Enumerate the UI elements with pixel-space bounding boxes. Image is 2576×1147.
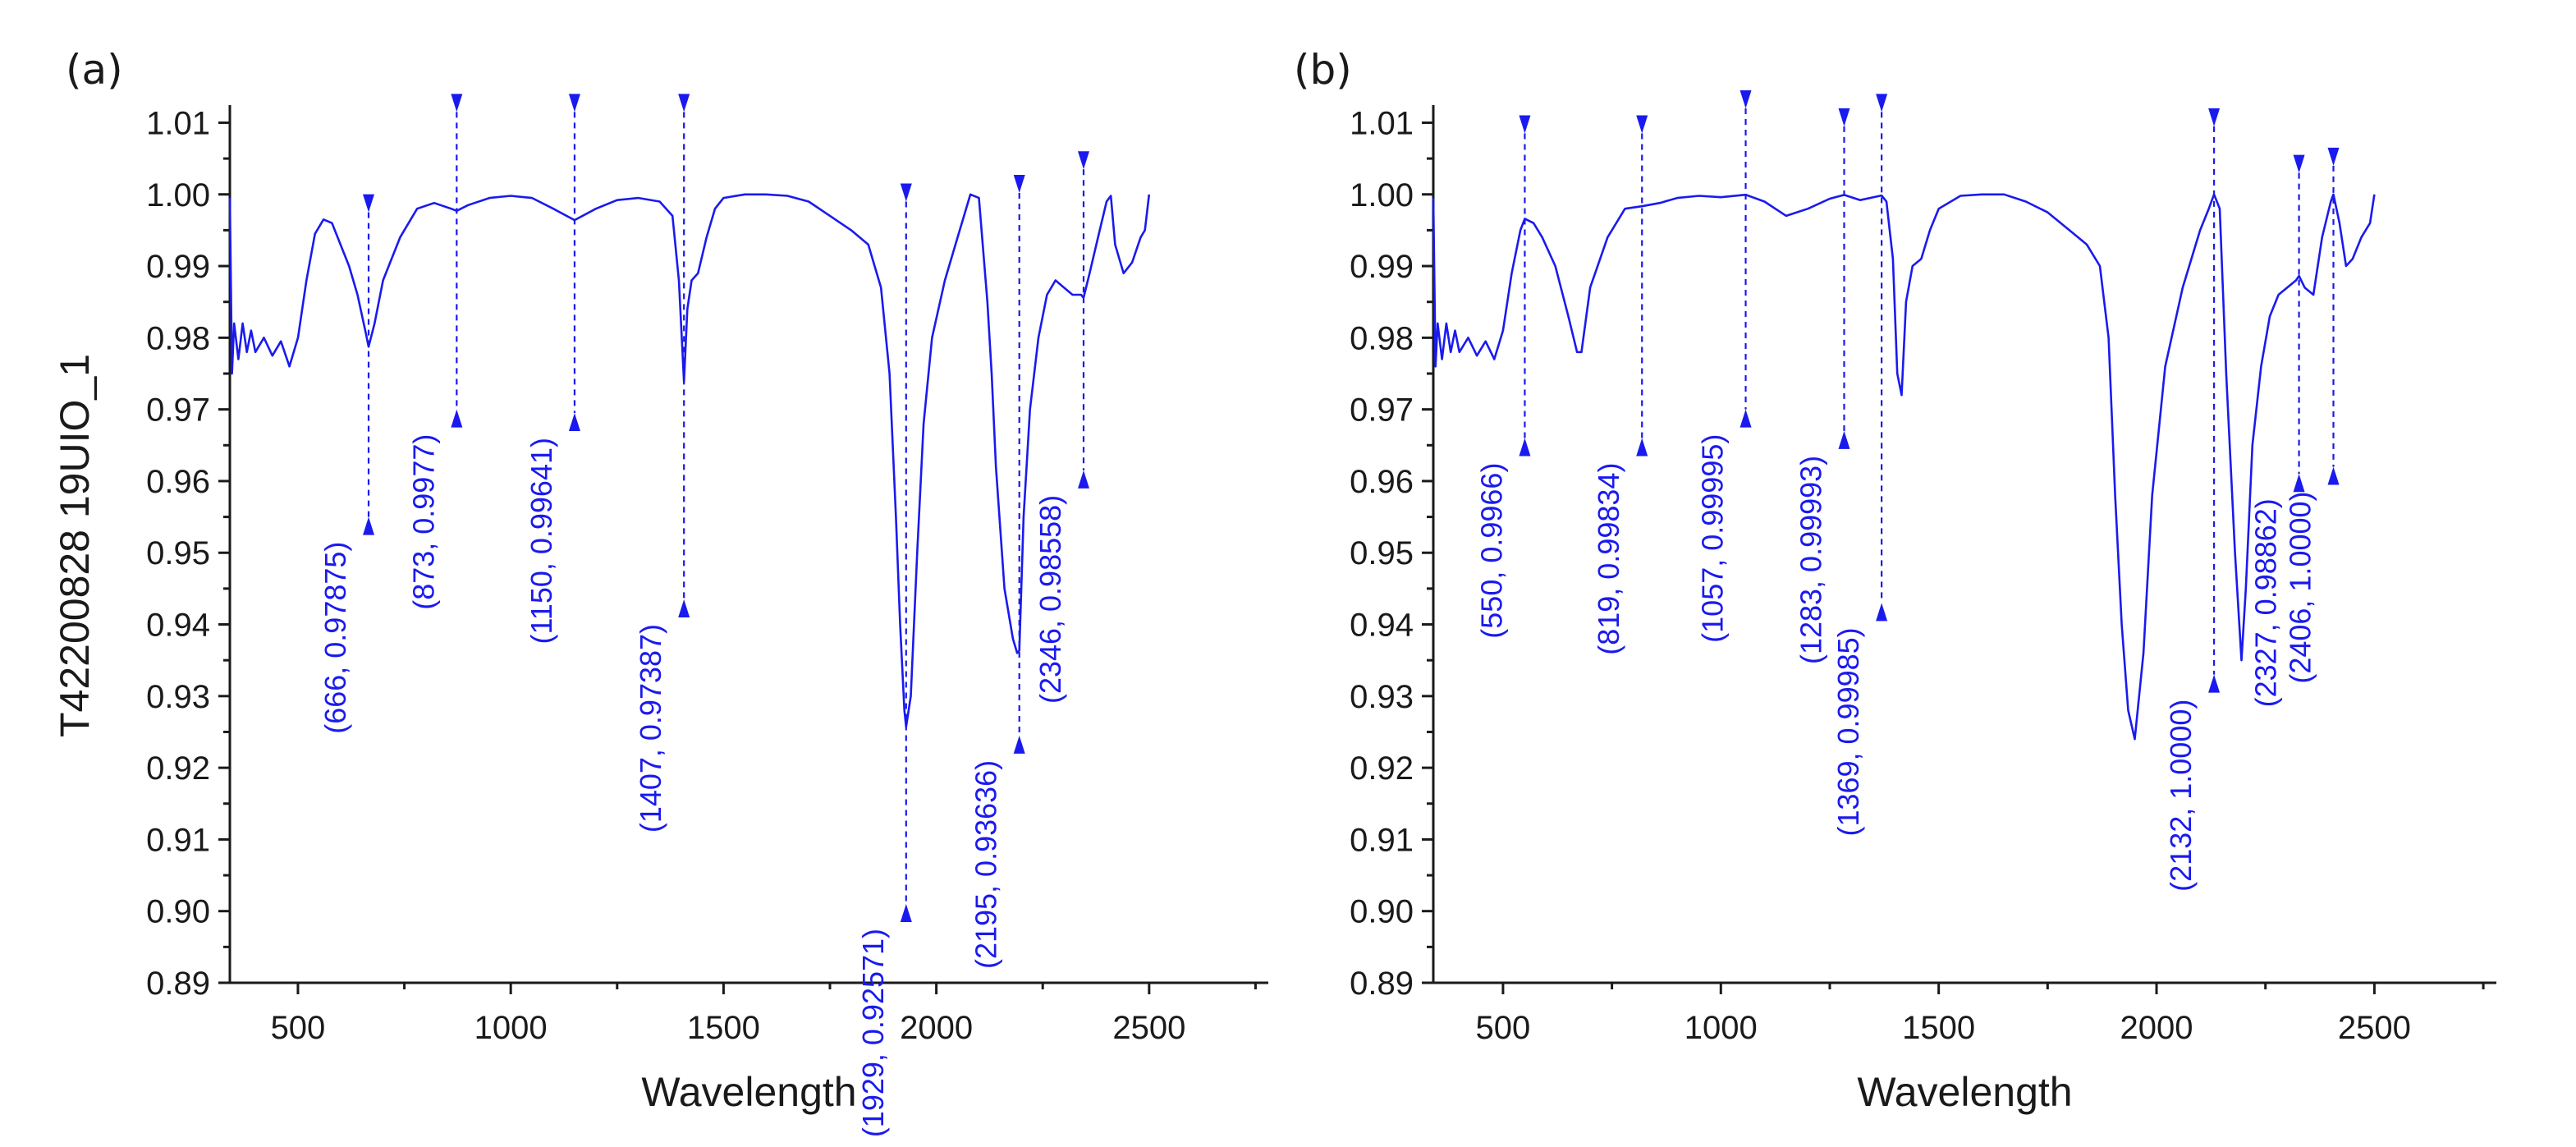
series-line-spectrum [228, 193, 1151, 728]
y-tick-label: 0.92 [146, 750, 210, 787]
annotation-marker-down [568, 94, 580, 112]
panel-a: (a) 0.89 0.90 0.91 0.92 0.93 0.94 0.95 0.96 0.97 0… [52, 46, 1268, 1137]
annotation-marker-up [2293, 474, 2305, 493]
panel-label: (a) [66, 46, 123, 94]
series-line-spectrum [1432, 193, 2376, 741]
annotation-label: (2346, 0.98558) [1034, 495, 1067, 704]
panel-label: (b) [1294, 46, 1352, 94]
y-tick-label: 0.96 [146, 464, 210, 500]
annotation-marker-up [1013, 735, 1025, 754]
y-tick-label: 0.90 [1350, 894, 1414, 930]
y-tick-label: 0.99 [1350, 249, 1414, 285]
y-tick-label: 1.01 [1350, 105, 1414, 141]
y-tick-label: 1.00 [1350, 177, 1414, 213]
x-tick-label: 1000 [1684, 1010, 1758, 1046]
y-tick-label: 0.98 [1350, 320, 1414, 356]
y-tick-label: 0.97 [146, 392, 210, 429]
annotation-label: (1929, 0.92571) [856, 929, 890, 1137]
annotation-label: (819, 0.99834) [1592, 463, 1625, 655]
annotation-marker-down [1077, 151, 1089, 170]
annotation-marker-up [451, 409, 463, 428]
x-tick-label: 500 [271, 1010, 326, 1046]
x-tick-label: 1000 [474, 1010, 548, 1046]
annotation-label: (2406, 1.0000) [2284, 491, 2317, 683]
y-tick-label: 0.95 [146, 535, 210, 571]
annotation-marker-down [1519, 115, 1531, 134]
annotation-label: (1283, 0.99993) [1794, 456, 1827, 664]
x-tick-label: 1500 [1902, 1010, 1975, 1046]
annotation-marker-down [1013, 175, 1025, 194]
annotation-marker-down [2327, 147, 2340, 166]
y-tick-label: 0.95 [1350, 535, 1414, 571]
annotation-marker-down [363, 194, 375, 213]
annotation-label: (2132, 1.0000) [2164, 700, 2198, 892]
y-tick-label: 0.91 [146, 822, 210, 858]
annotation-marker-up [1636, 438, 1648, 457]
annotation-marker-down [1876, 94, 1888, 112]
annotation-label: (1150, 0.99641) [525, 438, 558, 645]
y-tick-label: 0.93 [1350, 679, 1414, 715]
x-tick-label: 2000 [900, 1010, 973, 1046]
annotation-marker-up [1077, 470, 1089, 489]
y-tick-label: 0.89 [1350, 966, 1414, 1002]
x-axis-title: Wavelength [641, 1069, 856, 1115]
annotation-label: (1369, 0.99985) [1831, 627, 1865, 836]
annotation-marker-up [1519, 438, 1531, 457]
annotation-marker-down [1636, 115, 1648, 134]
annotation-marker-up [678, 599, 690, 617]
x-tick-label: 500 [1476, 1010, 1531, 1046]
y-tick-label: 0.99 [146, 249, 210, 285]
y-tick-label: 0.94 [1350, 608, 1414, 644]
y-tick-label: 1.01 [146, 105, 210, 141]
annotation-label: (1407, 0.97387) [634, 624, 667, 833]
y-tick-label: 0.98 [146, 320, 210, 356]
y-tick-label: 0.97 [1350, 392, 1414, 429]
annotation-marker-up [1876, 603, 1888, 622]
x-tick-label: 2000 [2120, 1010, 2193, 1046]
annotation-marker-down [451, 94, 463, 112]
x-axis-title: Wavelength [1857, 1069, 2072, 1115]
annotation-label: (2195, 0.93636) [969, 760, 1003, 969]
annotation-marker-up [2208, 674, 2221, 693]
y-tick-label: 0.91 [1350, 822, 1414, 858]
annotation-label: (1057, 0.99995) [1696, 434, 1730, 643]
annotation-label: (666, 0.97875) [319, 542, 352, 734]
annotation-marker-down [900, 183, 912, 202]
x-tick-label: 2500 [2338, 1010, 2411, 1046]
annotation-marker-up [1739, 409, 1752, 428]
annotation-label: (2327, 0.98862) [2249, 498, 2283, 707]
y-tick-label: 0.94 [146, 608, 210, 644]
annotation-marker-down [1739, 90, 1752, 108]
panel-b: (b) 0.89 0.90 0.91 0.92 0.93 0.94 0.95 0.96 0.97 0… [1294, 46, 2496, 1115]
y-tick-label: 0.90 [146, 894, 210, 930]
y-tick-label: 1.00 [146, 177, 210, 213]
annotation-marker-down [1838, 108, 1850, 126]
annotation-marker-down [678, 94, 690, 112]
x-tick-label: 2500 [1112, 1010, 1185, 1046]
y-tick-label: 0.92 [1350, 750, 1414, 787]
annotation-marker-up [2327, 466, 2340, 485]
x-tick-label: 1500 [687, 1010, 760, 1046]
y-axis-title: T42200828 19UIO_1 [52, 354, 98, 737]
y-tick-label: 0.93 [146, 679, 210, 715]
annotation-marker-up [568, 413, 580, 432]
annotation-marker-up [1838, 430, 1850, 449]
annotation-marker-up [900, 903, 912, 922]
y-tick-label: 0.89 [146, 966, 210, 1002]
annotation-label: (873, 0.9977) [406, 434, 440, 610]
annotation-marker-down [2293, 154, 2305, 173]
annotation-marker-down [2208, 108, 2221, 126]
annotation-marker-up [363, 516, 375, 535]
annotation-label: (550, 0.9966) [1474, 463, 1508, 639]
y-tick-label: 0.96 [1350, 464, 1414, 500]
